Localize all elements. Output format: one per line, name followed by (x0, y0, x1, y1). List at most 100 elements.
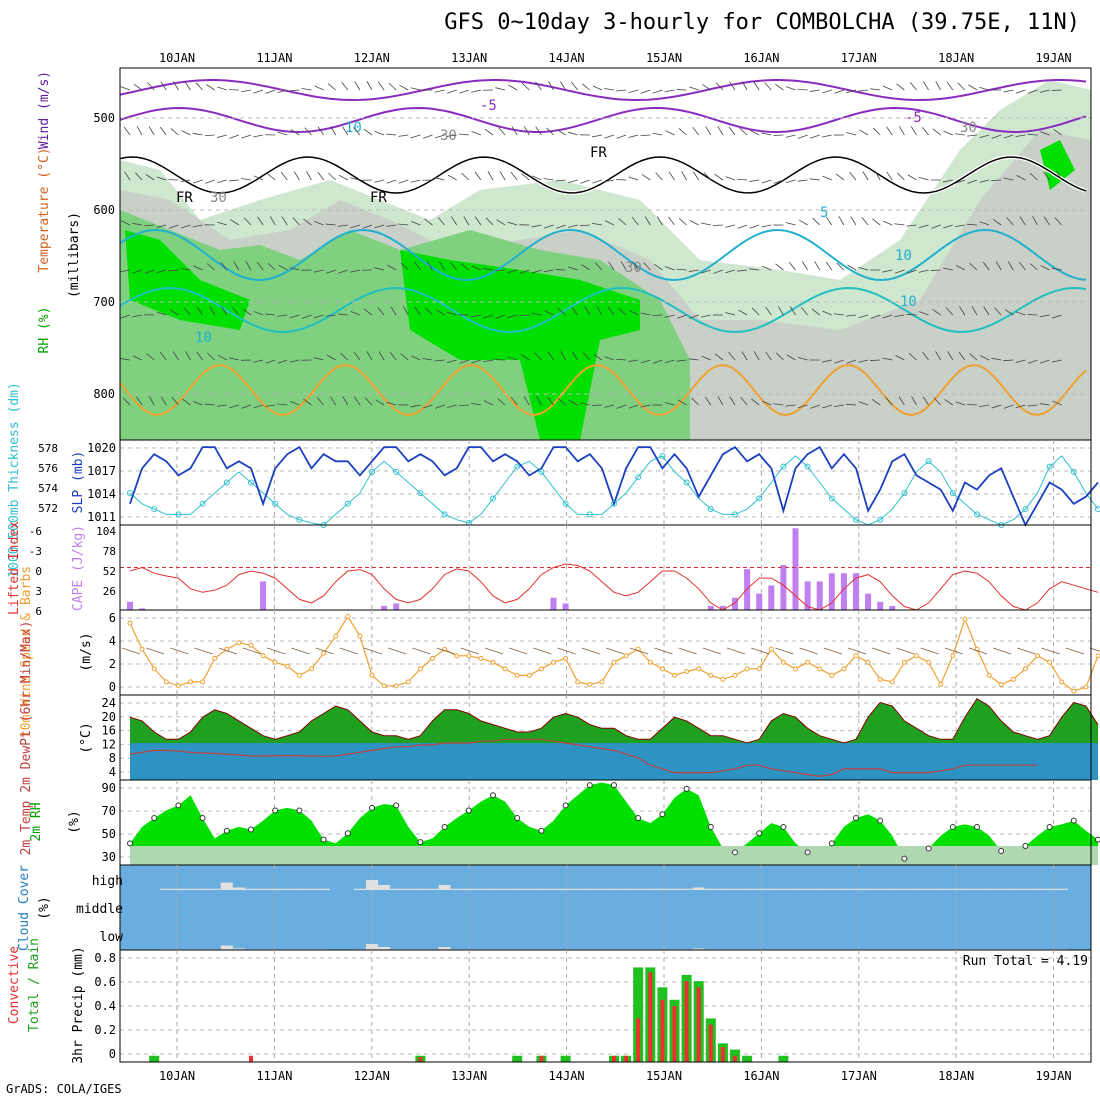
wind-barb (523, 396, 530, 406)
wind-barb (510, 396, 518, 406)
wind-barb (148, 396, 155, 406)
wind-barb (353, 396, 361, 406)
wind10-point (1071, 688, 1077, 694)
ylabel-rh2m: 2m RH (29, 802, 44, 841)
wind-barb (681, 171, 687, 181)
cloud-high-bar (426, 888, 439, 890)
wind-barb (507, 356, 518, 361)
wind-barb (422, 358, 433, 361)
wind-barb (765, 351, 772, 361)
cloud-high-bar (305, 888, 318, 890)
wind-barb (991, 404, 1002, 409)
wind-barb (1029, 173, 1038, 181)
cloud-high-bar (535, 888, 548, 890)
wind-barb (292, 217, 300, 226)
cloud-high-bar (366, 880, 378, 890)
wind-barb (712, 224, 723, 226)
wind-barb (301, 314, 312, 319)
wind-barb (897, 172, 905, 181)
wind-barb (834, 89, 845, 94)
wind-barb (717, 396, 724, 406)
precip-conv-bar (684, 981, 689, 1062)
wind-barb (849, 172, 857, 181)
rh2m-point (1095, 836, 1100, 843)
wind-barb (182, 398, 191, 406)
wind-barb (289, 267, 300, 271)
wind-barb (169, 309, 179, 316)
wind10-point (998, 682, 1004, 688)
wind-barb (544, 310, 554, 316)
ylabel-precip-total: Total / Rain (27, 938, 42, 1032)
cloud-high-bar (232, 887, 245, 890)
wind-barb (136, 396, 143, 406)
date-top-1: 11JAN (256, 51, 292, 65)
rh2m-point (586, 782, 593, 789)
wind10-barb (242, 647, 262, 655)
wind-barb (435, 404, 445, 409)
wind10-barb (726, 647, 746, 655)
wind-barb (907, 174, 917, 181)
wind-barb (269, 216, 276, 226)
wind-barb (955, 179, 966, 184)
wind10-point (865, 659, 871, 665)
wind-barb (1039, 359, 1050, 364)
wind-barb (604, 356, 615, 361)
wind-barb (668, 216, 675, 226)
wind-barb (185, 351, 191, 361)
rh2m-point (1022, 842, 1029, 849)
wind10-point (1095, 653, 1100, 659)
wind-barb (168, 224, 179, 229)
wind-barb (353, 127, 361, 136)
wind-barb (510, 171, 518, 181)
wind-barb (728, 352, 736, 361)
cape-bar (393, 603, 400, 610)
wind10-point (296, 672, 302, 678)
wind-barb (410, 134, 421, 139)
contour-label-0: -5 (480, 98, 497, 114)
slp-line (129, 445, 1099, 528)
wind-barb (931, 224, 941, 229)
wind-barb (424, 218, 433, 226)
ylabel-temp2m-unit: (°C) (79, 722, 94, 753)
wind-barb (983, 306, 990, 316)
wind-barb (306, 171, 312, 181)
cold-band (130, 743, 1098, 780)
wind-barb (460, 263, 470, 271)
wind-barb (1039, 403, 1050, 406)
cloud-high-bar (1019, 888, 1032, 890)
wind-barb (377, 81, 385, 91)
wind10-barb (484, 647, 504, 655)
wind-barb (969, 353, 978, 361)
cloud-high-bar (922, 888, 935, 890)
wind-barb (1027, 359, 1038, 364)
wind-barb (1051, 89, 1062, 91)
wind-barb (228, 179, 239, 182)
wind10-point (127, 620, 133, 626)
wind-barb (328, 172, 336, 181)
precip-conv-bar (720, 1047, 725, 1062)
cape-bar (139, 608, 146, 610)
wind-barb (342, 126, 349, 136)
wind-barb (531, 269, 542, 274)
wind-barb (390, 306, 397, 316)
ylabel-millibars: (millibars) (67, 212, 82, 298)
wind-barb (1056, 171, 1063, 181)
wind-barb (350, 310, 361, 316)
cloud-high-bar (317, 888, 330, 890)
wind10-barb (267, 647, 286, 655)
wind-barb (1006, 217, 1014, 226)
tick-panels.temp2m.ticks-4: 8 (109, 751, 116, 765)
wind-barb (909, 82, 917, 91)
wind-barb (483, 268, 494, 271)
tick-panels.rh2m.ticks-1: 70 (102, 804, 116, 818)
date-top-4: 14JAN (549, 51, 585, 65)
thickness-point (1095, 506, 1100, 513)
wind10-barb (194, 647, 213, 655)
date-top-6: 16JAN (743, 51, 779, 65)
wind-barb (714, 173, 724, 181)
wind10-point (720, 676, 726, 682)
wind-barb (935, 81, 942, 91)
thickness-point (538, 468, 545, 475)
rh-patch-2 (400, 250, 640, 440)
wind10-point (599, 679, 605, 685)
